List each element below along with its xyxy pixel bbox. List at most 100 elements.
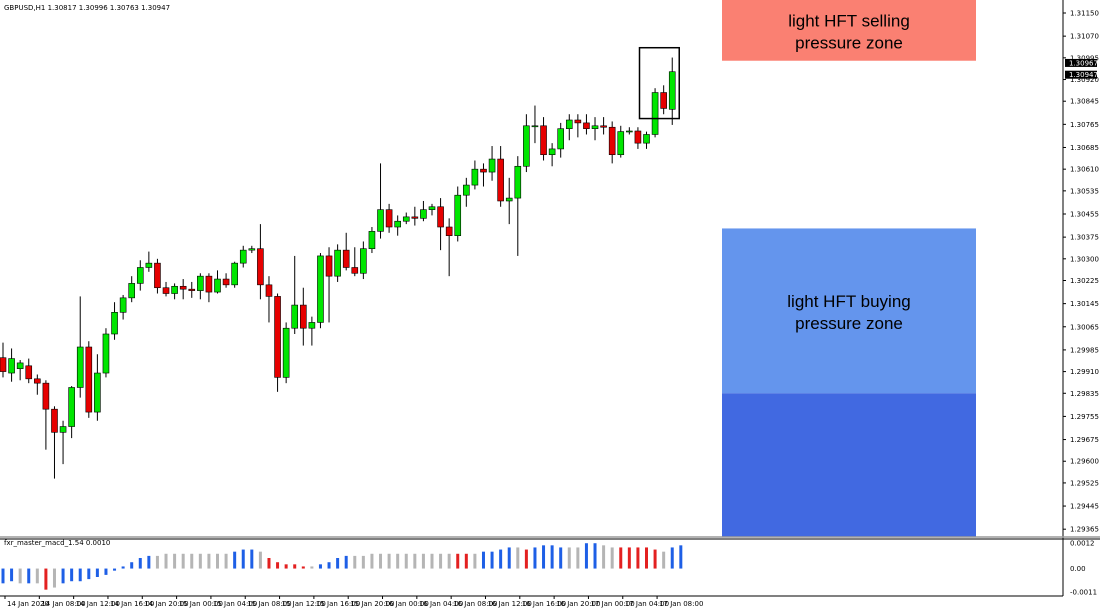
candle-body bbox=[205, 275, 213, 293]
macd-bar bbox=[284, 564, 288, 569]
macd-bar bbox=[95, 568, 99, 577]
candle-body bbox=[574, 119, 582, 124]
time-tick-label: 15 Jan 08:00 bbox=[247, 600, 291, 608]
macd-bar bbox=[250, 549, 254, 569]
macd-bar bbox=[353, 555, 357, 569]
macd-bar bbox=[602, 545, 606, 569]
candle-body bbox=[651, 92, 659, 135]
price-tick-label: 1.29445 bbox=[1070, 503, 1099, 511]
time-tick-label: 14 Jan 2020 bbox=[7, 600, 49, 608]
candle-body bbox=[308, 322, 316, 329]
time-tick-label: 16 Jan 16:00 bbox=[522, 600, 566, 608]
macd-bar bbox=[499, 549, 503, 569]
macd-bar bbox=[361, 555, 365, 569]
price-tick-label: 1.30065 bbox=[1070, 323, 1099, 331]
price-label-text: 1.30947 bbox=[1069, 71, 1098, 79]
macd-bar bbox=[524, 549, 528, 569]
candle-body bbox=[231, 262, 238, 286]
candle-body bbox=[59, 426, 67, 433]
macd-tick-label: 0.0012 bbox=[1070, 540, 1095, 548]
candle-body bbox=[548, 148, 556, 156]
candle-body bbox=[565, 119, 573, 129]
macd-bar bbox=[310, 566, 314, 569]
time-tick-label: 14 Jan 16:00 bbox=[110, 600, 154, 608]
macd-bar bbox=[636, 547, 640, 569]
price-tick-label: 1.31150 bbox=[1070, 10, 1099, 18]
macd-bar bbox=[198, 553, 202, 569]
candle-body bbox=[497, 158, 504, 202]
candle-body bbox=[265, 284, 273, 297]
candle-body bbox=[145, 262, 153, 268]
price-tick-label: 1.30995 bbox=[1070, 54, 1099, 62]
macd-bar bbox=[121, 566, 125, 569]
candle-body bbox=[325, 255, 333, 277]
price-tick-label: 1.30845 bbox=[1070, 98, 1099, 106]
price-tick-label: 1.29835 bbox=[1070, 390, 1099, 398]
candle-body bbox=[291, 304, 299, 329]
candle-body bbox=[626, 130, 633, 133]
price-tick-label: 1.30375 bbox=[1070, 234, 1099, 242]
candle-body bbox=[0, 357, 7, 372]
candle-body bbox=[8, 358, 15, 374]
time-tick-label: 16 Jan 04:00 bbox=[419, 600, 463, 608]
candle-body bbox=[334, 249, 341, 277]
macd-bar bbox=[44, 568, 48, 590]
candle-body bbox=[257, 248, 264, 286]
time-tick-label: 16 Jan 08:00 bbox=[453, 600, 497, 608]
zone-1 bbox=[722, 228, 976, 394]
macd-bar bbox=[113, 568, 117, 571]
candle-body bbox=[437, 206, 444, 228]
price-tick-label: 1.30765 bbox=[1070, 121, 1099, 129]
macd-bar bbox=[559, 547, 563, 569]
macd-bar bbox=[550, 545, 554, 569]
candle-body bbox=[428, 206, 436, 210]
macd-bar bbox=[670, 547, 674, 569]
candle-body bbox=[342, 249, 350, 268]
macd-bar bbox=[267, 558, 271, 569]
macd-bar bbox=[52, 568, 56, 588]
price-tick-label: 1.30610 bbox=[1070, 166, 1099, 174]
candle-body bbox=[351, 267, 359, 274]
candle-body bbox=[471, 168, 479, 186]
time-tick-label: 14 Jan 08:00 bbox=[41, 600, 85, 608]
macd-bar bbox=[593, 543, 597, 569]
macd-bar bbox=[216, 553, 219, 569]
candle-body bbox=[385, 209, 393, 228]
macd-bar bbox=[241, 549, 245, 569]
price-tick-label: 1.29985 bbox=[1070, 346, 1099, 354]
macd-bar bbox=[147, 555, 151, 569]
macd-bar bbox=[473, 553, 477, 569]
macd-bar bbox=[27, 568, 31, 584]
candle-body bbox=[557, 128, 565, 150]
zone-0 bbox=[722, 0, 976, 61]
candle-body bbox=[583, 122, 590, 129]
candle-body bbox=[463, 184, 470, 196]
highlight-layer bbox=[638, 46, 680, 120]
candle-body bbox=[514, 165, 522, 199]
macd-bar bbox=[413, 553, 417, 569]
candle-body bbox=[128, 283, 135, 299]
candle-body bbox=[660, 92, 667, 109]
macd-bar bbox=[576, 547, 580, 569]
macd-bar bbox=[662, 551, 666, 569]
candle-body bbox=[76, 346, 84, 388]
candle-body bbox=[531, 125, 539, 128]
macd-bar bbox=[421, 553, 425, 569]
candle-body bbox=[299, 304, 307, 329]
macd-bar bbox=[396, 553, 400, 569]
highlight-box bbox=[638, 46, 680, 120]
macd-bar bbox=[173, 553, 177, 569]
candle-body bbox=[317, 255, 324, 323]
macd-bar bbox=[104, 568, 108, 575]
candle-body bbox=[274, 296, 281, 378]
time-tick-label: 15 Jan 04:00 bbox=[213, 600, 257, 608]
macd-bar bbox=[679, 545, 683, 569]
macd-bar bbox=[35, 568, 39, 584]
macd-bar bbox=[233, 551, 237, 569]
candle-body bbox=[360, 248, 367, 274]
candle-body bbox=[505, 197, 513, 202]
candle-body bbox=[102, 333, 110, 374]
candle-body bbox=[25, 365, 33, 380]
macd-bar bbox=[481, 551, 485, 569]
